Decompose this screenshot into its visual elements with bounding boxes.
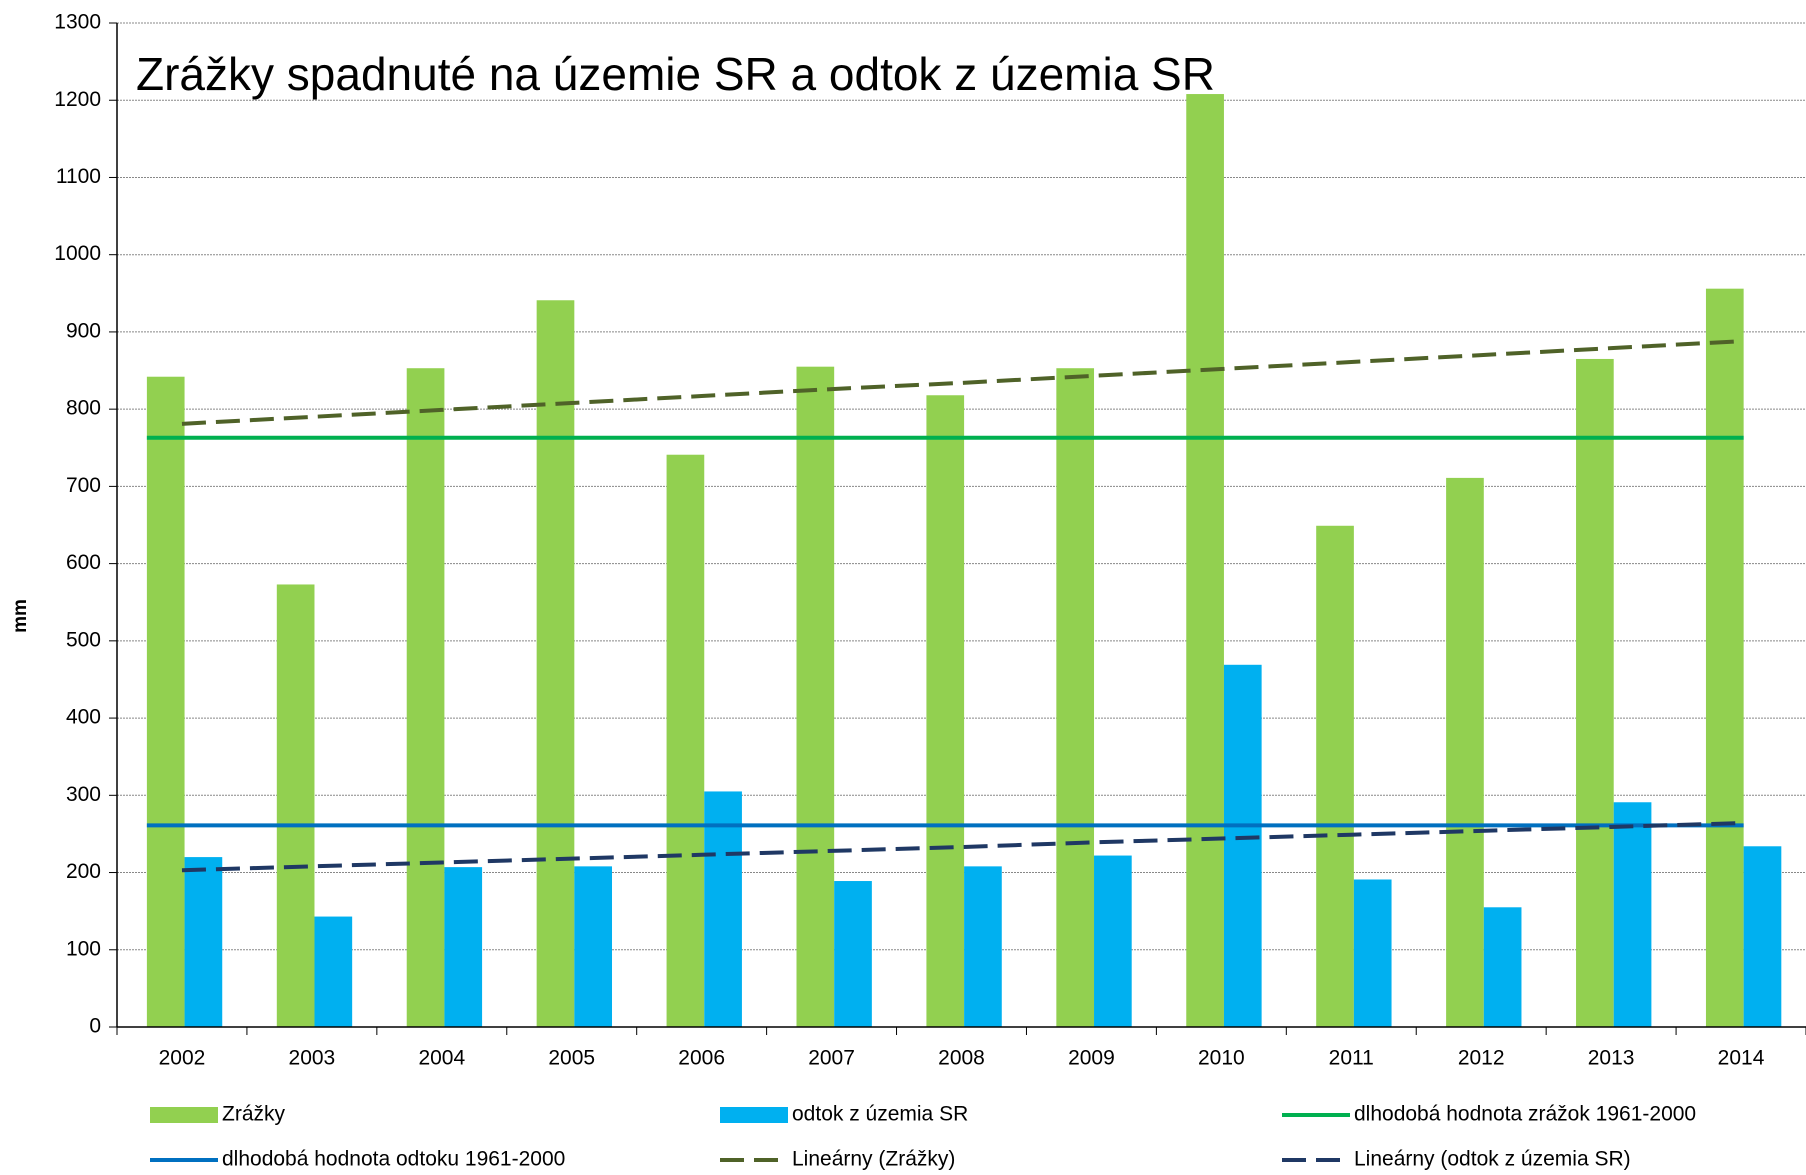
y-tick-label: 1200 xyxy=(54,88,101,111)
legend-label: Lineárny (odtok z územia SR) xyxy=(1354,1148,1631,1171)
y-tick-label: 1300 xyxy=(54,11,101,34)
y-tick-label: 900 xyxy=(66,319,101,342)
bar xyxy=(1056,368,1095,1027)
bar xyxy=(1223,664,1262,1027)
bar xyxy=(444,867,483,1027)
y-tick-label: 1000 xyxy=(54,242,101,265)
y-tick-label: 1100 xyxy=(56,165,101,188)
bar xyxy=(406,368,445,1027)
bar xyxy=(1483,907,1522,1027)
x-tick-label: 2009 xyxy=(1068,1047,1115,1070)
bar xyxy=(314,916,353,1027)
y-tick-label: 500 xyxy=(66,628,101,651)
trend-line xyxy=(181,821,1742,873)
bar xyxy=(1613,802,1652,1027)
bar xyxy=(1094,855,1132,1027)
chart-title: Zrážky spadnuté na územie SR a odtok z ú… xyxy=(136,48,1215,100)
y-tick-label: 0 xyxy=(89,1015,101,1038)
x-tick-label: 2013 xyxy=(1588,1047,1635,1070)
bar xyxy=(1576,358,1614,1027)
bar xyxy=(1316,525,1354,1027)
y-tick-label: 800 xyxy=(66,397,101,420)
bar xyxy=(536,300,575,1028)
legend-label: dlhodobá hodnota odtoku 1961-2000 xyxy=(222,1148,565,1171)
x-tick-label: 2005 xyxy=(548,1047,595,1070)
legend-label: Lineárny (Zrážky) xyxy=(792,1148,955,1171)
x-tick-label: 2003 xyxy=(289,1047,336,1070)
x-tick-label: 2008 xyxy=(938,1047,985,1070)
bar xyxy=(796,366,835,1028)
bar xyxy=(926,395,965,1027)
trend-line xyxy=(181,339,1742,426)
y-axis-label: mm xyxy=(10,599,31,633)
bar xyxy=(1743,846,1782,1027)
x-tick-label: 2006 xyxy=(678,1047,725,1070)
x-tick-label: 2011 xyxy=(1329,1047,1374,1070)
x-tick-label: 2014 xyxy=(1718,1047,1765,1070)
x-tick-label: 2007 xyxy=(808,1047,855,1070)
bar xyxy=(1446,477,1484,1027)
bar xyxy=(1353,879,1392,1027)
bar xyxy=(704,791,742,1027)
legend-swatch xyxy=(150,1107,218,1123)
legend-label: Zrážky xyxy=(222,1103,286,1126)
y-tick-label: 700 xyxy=(66,474,101,497)
bar xyxy=(1705,288,1744,1028)
bar xyxy=(276,584,315,1027)
y-tick-label: 300 xyxy=(66,783,101,806)
x-tick-label: 2004 xyxy=(418,1047,465,1070)
bar xyxy=(1186,94,1224,1027)
y-tick-label: 200 xyxy=(66,860,101,883)
x-tick-label: 2002 xyxy=(159,1047,206,1070)
y-tick-label: 600 xyxy=(66,551,101,574)
legend-label: dlhodobá hodnota zrážok 1961-2000 xyxy=(1354,1103,1696,1126)
bar xyxy=(834,881,872,1027)
legend-label: odtok z územia SR xyxy=(792,1103,968,1126)
bar xyxy=(574,866,613,1027)
bar xyxy=(184,857,223,1027)
bar xyxy=(666,454,705,1028)
x-tick-label: 2010 xyxy=(1198,1047,1245,1070)
y-tick-label: 400 xyxy=(66,706,101,729)
x-tick-label: 2012 xyxy=(1458,1047,1505,1070)
legend-swatch xyxy=(720,1107,788,1123)
bar xyxy=(146,376,185,1027)
y-tick-label: 100 xyxy=(66,937,101,960)
bar xyxy=(964,866,1002,1027)
